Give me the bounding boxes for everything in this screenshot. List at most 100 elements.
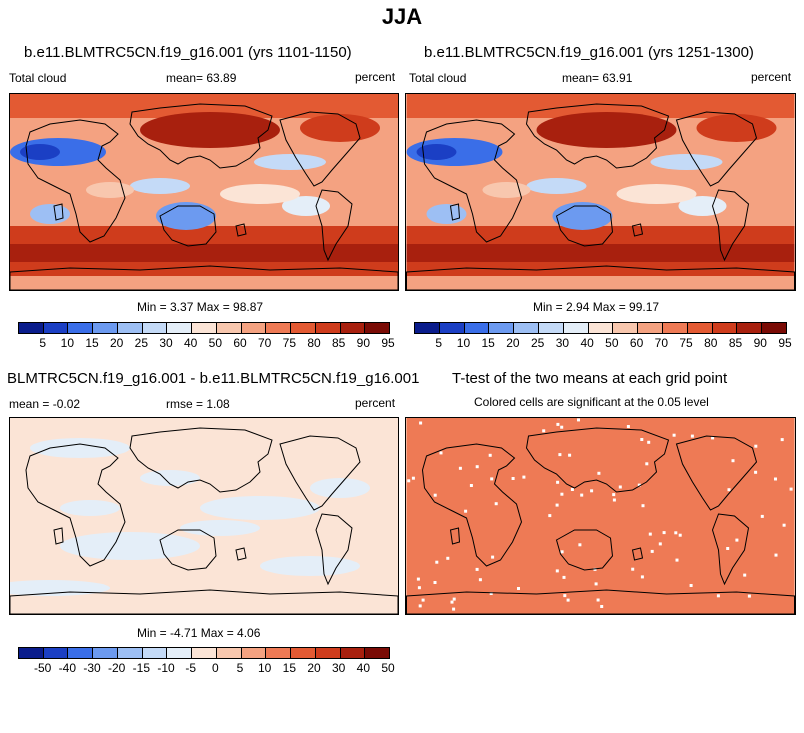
coastline [235, 223, 247, 237]
colorbar-tick-label: 15 [481, 336, 495, 350]
colorbar-tick-label: 80 [307, 336, 321, 350]
coastline [235, 547, 247, 561]
colorbar-swatch [19, 648, 44, 658]
coastline [449, 203, 461, 221]
colorbar-tick-label: 0 [211, 661, 219, 675]
colorbar-swatch [142, 323, 168, 333]
colorbar-swatch [192, 648, 217, 658]
colorbar-swatch [340, 648, 366, 658]
panel2-map-field [406, 94, 795, 290]
colorbar-tick-label: -50 [33, 661, 52, 675]
colorbar-swatch [514, 323, 539, 333]
coastline [525, 427, 670, 493]
colorbar-tick-label: 85 [331, 336, 346, 350]
colorbar-swatch [712, 323, 738, 333]
colorbar-swatch [315, 323, 341, 333]
panel4-title: T-test of the two means at each grid poi… [452, 370, 728, 387]
panel3-unit-label: percent [355, 396, 396, 410]
coastline [555, 205, 614, 247]
colorbar-swatch [241, 323, 267, 333]
colorbar-tick-label: -40 [58, 661, 76, 675]
colorbar-swatch [68, 648, 94, 658]
coastline [421, 443, 523, 567]
colorbar-swatch [93, 648, 118, 658]
colorbar-tick-label: 20 [109, 336, 124, 350]
colorbar-tick-label: 25 [134, 336, 149, 350]
colorbar-tick-label: 10 [456, 336, 471, 350]
colorbar-tick-label: 50 [605, 336, 619, 350]
colorbar-tick-label: 40 [580, 336, 594, 350]
coastline [25, 443, 126, 567]
coastline [10, 589, 398, 614]
panel3-colorbar [18, 647, 390, 659]
colorbar-swatch [340, 323, 366, 333]
colorbar-swatch [19, 323, 44, 333]
coastline [631, 223, 644, 237]
panel2-colorbar [414, 322, 787, 334]
panel3-colorbar-ticks: -50 -40 -30 -20 -15 -10 -5 0 5 10 15 20 30 40 50 [18, 661, 395, 675]
coastline [53, 203, 64, 221]
coastline [25, 119, 126, 243]
colorbar-swatch [43, 648, 69, 658]
colorbar-tick-label: -15 [132, 661, 150, 675]
colorbar-tick-label: 90 [356, 336, 371, 350]
colorbar-swatch [489, 323, 515, 333]
colorbar-tick-label: 20 [506, 336, 520, 350]
panel1-map [9, 93, 399, 291]
colorbar-swatch [216, 648, 242, 658]
colorbar-tick-label: 80 [704, 336, 718, 350]
colorbar-tick-label: 30 [331, 661, 346, 675]
panel3-rmse-label: rmse = 1.08 [166, 397, 230, 411]
colorbar-tick-label: 40 [356, 661, 371, 675]
colorbar-tick-label: 70 [654, 336, 669, 350]
page-title: JJA [381, 4, 423, 29]
colorbar-swatch [439, 323, 465, 333]
panel3-map-field [10, 418, 398, 614]
colorbar-tick-label: -20 [107, 661, 126, 675]
colorbar-swatch [117, 323, 143, 333]
colorbar-swatch [563, 323, 589, 333]
coastline [159, 529, 217, 571]
colorbar-swatch [167, 648, 193, 658]
colorbar-tick-label: 5 [236, 661, 244, 675]
panel2-title: b.e11.BLMTRC5CN.f19_g16.001 (yrs 1251-13… [424, 44, 754, 61]
coastline [53, 527, 64, 545]
panel4-subtitle: Colored cells are significant at the 0.0… [474, 395, 709, 409]
coastline [315, 189, 353, 262]
colorbar-swatch [216, 323, 242, 333]
colorbar-tick-label: -10 [157, 661, 175, 675]
coastline [525, 103, 670, 169]
colorbar-tick-label: -5 [185, 661, 196, 675]
coastline [711, 513, 750, 586]
colorbar-swatch [68, 323, 94, 333]
colorbar-swatch [192, 323, 217, 333]
colorbar-tick-label: 5 [435, 336, 443, 350]
colorbar-swatch [588, 323, 614, 333]
coastline [10, 265, 398, 290]
coastline [406, 589, 795, 614]
panel1-colorbar-ticks: 5 10 15 20 25 30 40 50 60 70 75 80 85 90 95 [18, 336, 394, 350]
panel3-map [9, 417, 399, 615]
panel2-mean-label: mean= 63.91 [562, 71, 633, 85]
coastline [129, 427, 273, 493]
colorbar-swatch [415, 323, 440, 333]
panel1-unit-label: percent [355, 70, 396, 84]
coastline [449, 527, 461, 545]
colorbar-swatch [365, 648, 390, 658]
colorbar-tick-label: 50 [208, 336, 223, 350]
colorbar-tick-label: 85 [728, 336, 743, 350]
panel3-title: BLMTRC5CN.f19_g16.001 - b.e11.BLMTRC5CN.… [7, 370, 420, 387]
colorbar-tick-label: 25 [530, 336, 545, 350]
panel2-minmax-label: Min = 2.94 Max = 99.17 [533, 300, 660, 314]
panel1-title: b.e11.BLMTRC5CN.f19_g16.001 (yrs 1101-11… [24, 44, 352, 61]
colorbar-tick-label: 75 [679, 336, 693, 350]
colorbar-swatch [142, 648, 168, 658]
coastline [279, 111, 361, 187]
coastline [406, 265, 795, 290]
panel1-minmax-label: Min = 3.37 Max = 98.87 [137, 300, 264, 314]
colorbar-swatch [662, 323, 688, 333]
colorbar-tick-label: 40 [183, 336, 198, 350]
panel2-variable-label: Total cloud [409, 71, 467, 85]
colorbar-swatch [638, 323, 663, 333]
panel1-map-field [10, 94, 398, 290]
